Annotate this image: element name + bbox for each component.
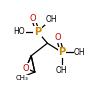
Text: O: O [22, 64, 29, 73]
Text: CH₃: CH₃ [16, 75, 29, 81]
Text: O: O [30, 14, 36, 22]
Text: OH: OH [74, 48, 86, 57]
Text: OH: OH [45, 15, 57, 24]
Text: HO: HO [14, 27, 25, 36]
Text: OH: OH [56, 66, 68, 75]
Text: O: O [55, 33, 62, 42]
Text: P: P [58, 47, 65, 57]
Text: P: P [34, 26, 41, 37]
Text: O: O [22, 64, 29, 73]
